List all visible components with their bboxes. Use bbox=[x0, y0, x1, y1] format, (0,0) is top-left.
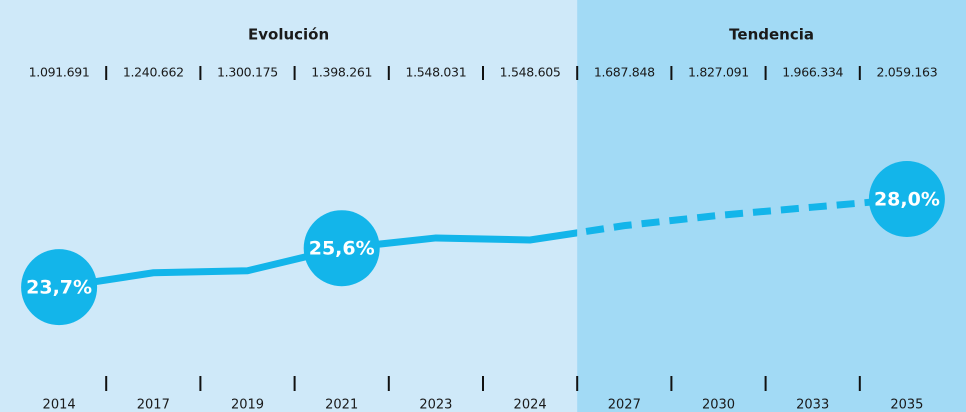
total-label: 1.966.334 bbox=[782, 65, 843, 80]
total-label: 1.300.175 bbox=[217, 65, 278, 80]
section-title: Tendencia bbox=[729, 26, 814, 44]
point-bubble bbox=[868, 161, 945, 237]
total-label: 1.240.662 bbox=[123, 65, 184, 80]
x-tick-label: 2019 bbox=[231, 398, 264, 412]
line bbox=[577, 195, 908, 237]
x-tick-label: 2024 bbox=[514, 398, 547, 412]
x-tick-label: 2033 bbox=[796, 398, 829, 412]
x-tick-label: 2035 bbox=[890, 398, 923, 412]
line bbox=[58, 229, 578, 291]
total-label: 1.091.691 bbox=[29, 65, 90, 80]
total-label: 1.687.848 bbox=[594, 65, 655, 80]
x-tick-label: 2027 bbox=[608, 398, 641, 412]
x-tick-label: 2021 bbox=[325, 398, 358, 412]
total-label: 1.827.091 bbox=[688, 65, 749, 80]
x-tick-label: 2023 bbox=[419, 398, 452, 412]
value-label: 23,7% bbox=[26, 277, 92, 299]
value-label: 25,6% bbox=[309, 238, 375, 260]
point-bubble bbox=[303, 210, 380, 287]
section-title: Evolución bbox=[248, 26, 329, 44]
x-tick-label: 2030 bbox=[702, 398, 735, 412]
value-label: 28,0% bbox=[874, 189, 940, 211]
total-label: 1.548.605 bbox=[500, 65, 561, 80]
total-label: 1.548.031 bbox=[405, 65, 466, 80]
total-label: 1.398.261 bbox=[311, 65, 372, 80]
x-tick-label: 2017 bbox=[137, 398, 170, 412]
section-panel bbox=[0, 0, 577, 412]
point-bubble bbox=[21, 249, 98, 326]
total-label: 2.059.163 bbox=[876, 65, 937, 80]
x-tick-label: 2014 bbox=[43, 398, 76, 412]
